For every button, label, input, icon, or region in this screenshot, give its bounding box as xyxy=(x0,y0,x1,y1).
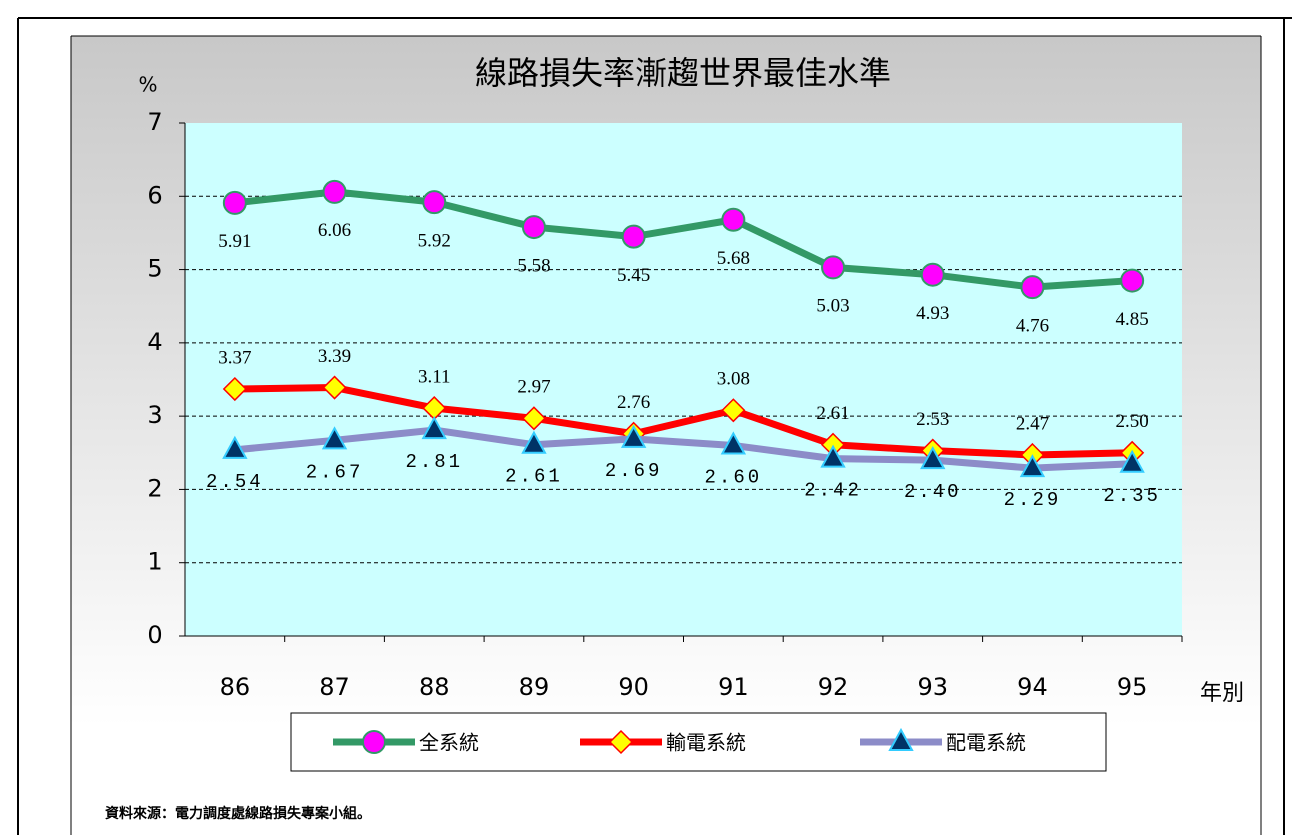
marker xyxy=(322,179,347,204)
data-label: 3.11 xyxy=(418,366,451,387)
x-tick-label: 90 xyxy=(618,673,649,701)
data-label: 2.67 xyxy=(306,461,364,483)
y-tick-label: 5 xyxy=(147,255,162,283)
data-label: 2.81 xyxy=(405,451,463,473)
marker xyxy=(608,729,634,755)
marker xyxy=(321,426,348,450)
marker xyxy=(362,730,386,754)
y-tick-label: 2 xyxy=(147,474,162,502)
x-tick-label: 86 xyxy=(220,673,251,701)
legend-label: 全系統 xyxy=(419,731,479,755)
data-label: 3.39 xyxy=(318,346,351,367)
data-label: 2.54 xyxy=(206,471,264,493)
y-tick-label: 4 xyxy=(147,328,162,356)
y-tick-label: 0 xyxy=(147,621,162,649)
x-tick-label: 93 xyxy=(917,673,948,701)
y-axis-label: % xyxy=(138,73,157,97)
plot-area xyxy=(185,123,1182,636)
y-tick-label: 3 xyxy=(147,401,162,429)
x-tick-label: 94 xyxy=(1017,673,1048,701)
data-label: 2.69 xyxy=(605,460,663,482)
source-note: 資料來源：電力調度處線路損失專案小組。 xyxy=(105,805,371,822)
marker xyxy=(421,415,447,440)
marker xyxy=(888,727,914,751)
data-label: 2.29 xyxy=(1004,489,1062,511)
marker xyxy=(521,215,546,240)
x-tick-label: 88 xyxy=(419,673,450,701)
marker xyxy=(821,255,846,280)
data-label: 2.60 xyxy=(705,466,763,488)
legend-label: 配電系統 xyxy=(946,731,1026,755)
data-label: 5.03 xyxy=(816,296,849,317)
marker xyxy=(1020,275,1045,300)
data-label: 2.76 xyxy=(617,392,650,413)
y-tick-label: 7 xyxy=(147,108,162,136)
data-label: 2.61 xyxy=(505,466,563,488)
data-label: 5.68 xyxy=(717,248,750,269)
data-label: 2.50 xyxy=(1116,411,1149,432)
data-label: 6.06 xyxy=(318,220,351,241)
marker xyxy=(1019,454,1046,478)
x-tick-label: 91 xyxy=(718,673,749,701)
marker xyxy=(422,190,447,215)
data-label: 4.93 xyxy=(916,303,949,324)
marker xyxy=(222,435,248,459)
marker xyxy=(621,224,646,249)
data-label: 2.97 xyxy=(517,377,550,398)
marker xyxy=(620,424,647,448)
data-label: 2.40 xyxy=(904,481,962,503)
marker xyxy=(322,375,347,400)
series-line xyxy=(234,384,1133,459)
data-label: 4.76 xyxy=(1016,316,1049,337)
marker xyxy=(1119,449,1145,473)
data-label: 4.85 xyxy=(1116,309,1149,330)
x-tick-label: 95 xyxy=(1117,673,1148,701)
y-tick-label: 1 xyxy=(147,548,162,576)
data-label: 3.37 xyxy=(218,347,251,368)
marker xyxy=(920,262,945,287)
series-line xyxy=(234,426,1133,472)
legend-label: 輸電系統 xyxy=(666,731,746,755)
y-tick-label: 6 xyxy=(147,181,162,209)
data-label: 5.91 xyxy=(218,231,251,252)
marker xyxy=(222,190,247,215)
marker xyxy=(1120,268,1145,293)
marker xyxy=(521,430,547,454)
x-tick-label: 87 xyxy=(319,673,350,701)
marker xyxy=(721,398,746,423)
x-axis-label: 年別 xyxy=(1200,681,1244,706)
data-label: 5.58 xyxy=(517,255,550,276)
marker xyxy=(222,376,247,402)
data-label: 2.53 xyxy=(916,409,949,430)
x-tick-label: 89 xyxy=(519,673,550,701)
x-tick-label: 92 xyxy=(818,673,849,701)
legend xyxy=(290,712,1107,772)
marker xyxy=(720,431,747,455)
data-label: 2.42 xyxy=(804,480,862,502)
data-label: 5.45 xyxy=(617,265,650,286)
chart-title: 線路損失率漸趨世界最佳水準 xyxy=(475,54,891,92)
data-label: 5.92 xyxy=(418,231,451,252)
data-label: 2.35 xyxy=(1103,485,1161,507)
marker xyxy=(721,207,746,232)
marker xyxy=(820,444,846,468)
data-label: 2.47 xyxy=(1016,413,1049,434)
series-line xyxy=(234,188,1133,291)
marker xyxy=(920,446,946,470)
marker xyxy=(521,406,547,431)
data-label: 2.61 xyxy=(816,403,849,424)
data-label: 3.08 xyxy=(717,369,750,390)
